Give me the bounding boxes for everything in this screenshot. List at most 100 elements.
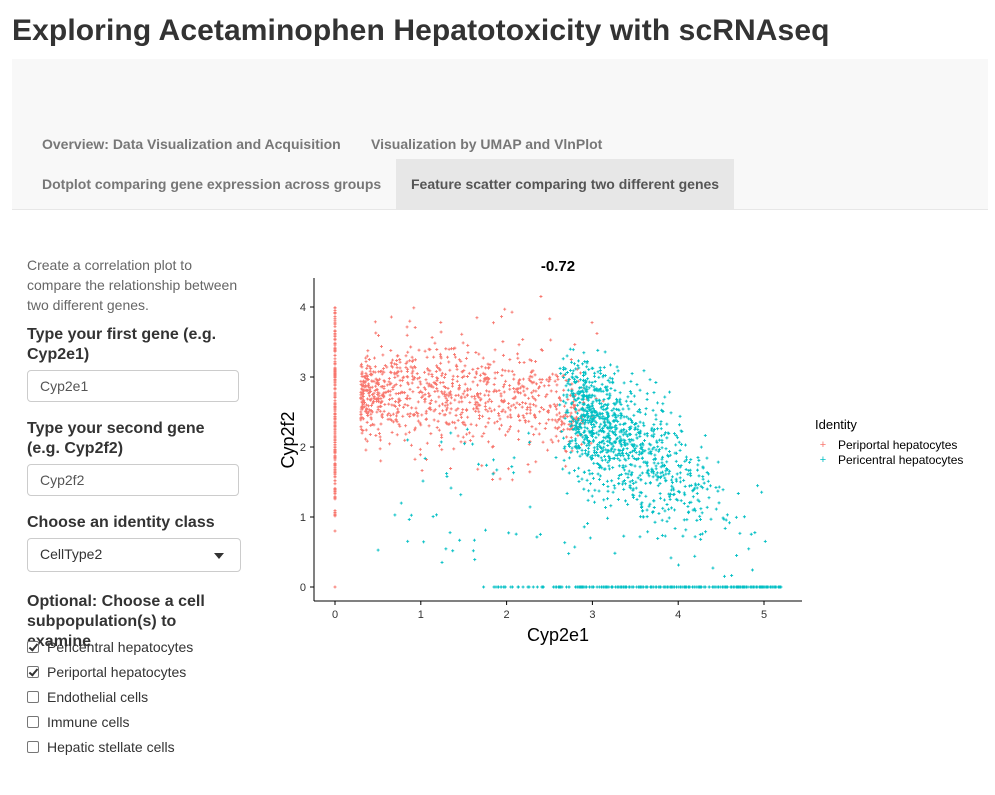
- data-point-pericentral: [699, 537, 703, 541]
- data-point-periportal: [445, 406, 449, 410]
- tab-overview[interactable]: Overview: Data Visualization and Acquisi…: [42, 136, 341, 152]
- data-point-periportal: [413, 326, 417, 330]
- data-point-periportal: [486, 377, 490, 381]
- data-point-pericentral: [696, 463, 700, 467]
- data-point-periportal: [512, 377, 516, 381]
- data-point-pericentral: [705, 487, 709, 491]
- data-point-pericentral: [593, 379, 597, 383]
- checkbox-checked-icon[interactable]: [27, 641, 39, 653]
- data-point-periportal: [501, 340, 505, 344]
- data-point-pericentral: [709, 517, 713, 521]
- checkbox-immune[interactable]: Immune cells: [27, 712, 129, 732]
- data-point-periportal: [333, 377, 337, 381]
- data-point-periportal: [455, 367, 459, 371]
- data-point-periportal: [333, 495, 337, 499]
- data-point-pericentral: [586, 398, 590, 402]
- data-point-pericentral: [664, 479, 668, 483]
- data-point-pericentral: [652, 446, 656, 450]
- data-point-periportal: [387, 402, 391, 406]
- data-point-periportal: [408, 412, 412, 416]
- checkbox-label: Periportal hepatocytes: [47, 664, 187, 680]
- data-point-pericentral: [696, 468, 700, 472]
- data-point-periportal: [416, 377, 420, 381]
- checkbox-unchecked-icon[interactable]: [27, 716, 39, 728]
- data-point-pericentral: [581, 440, 585, 444]
- data-point-pericentral: [588, 472, 592, 476]
- data-point-periportal: [409, 443, 413, 447]
- data-point-pericentral: [561, 357, 565, 361]
- data-point-periportal: [563, 404, 567, 408]
- data-point-pericentral: [705, 470, 709, 474]
- data-point-pericentral: [618, 430, 622, 434]
- data-point-pericentral: [685, 518, 689, 522]
- data-point-pericentral: [652, 432, 656, 436]
- data-point-pericentral: [608, 376, 612, 380]
- data-point-pericentral: [521, 585, 525, 589]
- data-point-pericentral: [527, 440, 531, 444]
- data-point-periportal: [463, 440, 467, 444]
- data-point-periportal: [485, 382, 489, 386]
- data-point-pericentral: [569, 402, 573, 406]
- data-point-pericentral: [636, 409, 640, 413]
- data-point-periportal: [441, 381, 445, 385]
- data-point-periportal: [375, 399, 379, 403]
- tab-dotplot[interactable]: Dotplot comparing gene expression across…: [42, 176, 382, 192]
- data-point-periportal: [440, 371, 444, 375]
- data-point-periportal: [434, 370, 438, 374]
- data-point-pericentral: [434, 513, 438, 517]
- data-point-pericentral: [640, 471, 644, 475]
- data-point-pericentral: [638, 473, 642, 477]
- data-point-periportal: [577, 408, 581, 412]
- tab-umap-vlnplot[interactable]: Visualization by UMAP and VlnPlot: [371, 136, 603, 152]
- data-point-periportal: [509, 415, 513, 419]
- data-point-pericentral: [686, 504, 690, 508]
- data-point-periportal: [333, 306, 337, 310]
- data-point-periportal: [389, 371, 393, 375]
- data-point-pericentral: [639, 478, 643, 482]
- tab-feature-scatter[interactable]: Feature scatter comparing two different …: [396, 159, 735, 209]
- data-point-pericentral: [606, 497, 610, 501]
- data-point-periportal: [411, 390, 415, 394]
- data-point-periportal: [498, 427, 502, 431]
- data-point-pericentral: [531, 585, 535, 589]
- checkbox-endothelial[interactable]: Endothelial cells: [27, 687, 148, 707]
- checkbox-stellate[interactable]: Hepatic stellate cells: [27, 737, 175, 757]
- data-point-pericentral: [587, 395, 591, 399]
- data-point-periportal: [333, 513, 337, 517]
- data-point-pericentral: [674, 443, 678, 447]
- identity-select[interactable]: CellType2: [27, 538, 241, 572]
- data-point-pericentral: [671, 585, 675, 589]
- data-point-pericentral: [656, 461, 660, 465]
- data-point-periportal: [590, 321, 594, 325]
- checkbox-checked-icon[interactable]: [27, 666, 39, 678]
- data-point-pericentral: [658, 438, 662, 442]
- data-point-pericentral: [624, 464, 628, 468]
- data-point-periportal: [515, 401, 519, 405]
- data-point-periportal: [528, 411, 532, 415]
- data-point-pericentral: [576, 364, 580, 368]
- checkbox-unchecked-icon[interactable]: [27, 741, 39, 753]
- data-point-pericentral: [660, 446, 664, 450]
- data-point-pericentral: [682, 478, 686, 482]
- data-point-periportal: [568, 393, 572, 397]
- data-point-periportal: [413, 457, 417, 461]
- data-point-periportal: [466, 388, 470, 392]
- gene2-input[interactable]: [27, 464, 239, 496]
- data-point-periportal: [361, 405, 365, 409]
- checkbox-periportal[interactable]: Periportal hepatocytes: [27, 662, 186, 682]
- data-point-pericentral: [666, 431, 670, 435]
- gene1-input[interactable]: [27, 370, 239, 402]
- data-point-periportal: [399, 369, 403, 373]
- checkbox-pericentral[interactable]: Pericentral hepatocytes: [27, 637, 193, 657]
- data-point-periportal: [396, 410, 400, 414]
- data-point-periportal: [516, 429, 520, 433]
- data-point-pericentral: [593, 394, 597, 398]
- checkbox-unchecked-icon[interactable]: [27, 691, 39, 703]
- data-point-periportal: [367, 357, 371, 361]
- data-point-periportal: [425, 441, 429, 445]
- data-point-periportal: [489, 409, 493, 413]
- data-point-pericentral: [572, 395, 576, 399]
- data-point-periportal: [333, 422, 337, 426]
- data-point-periportal: [333, 343, 337, 347]
